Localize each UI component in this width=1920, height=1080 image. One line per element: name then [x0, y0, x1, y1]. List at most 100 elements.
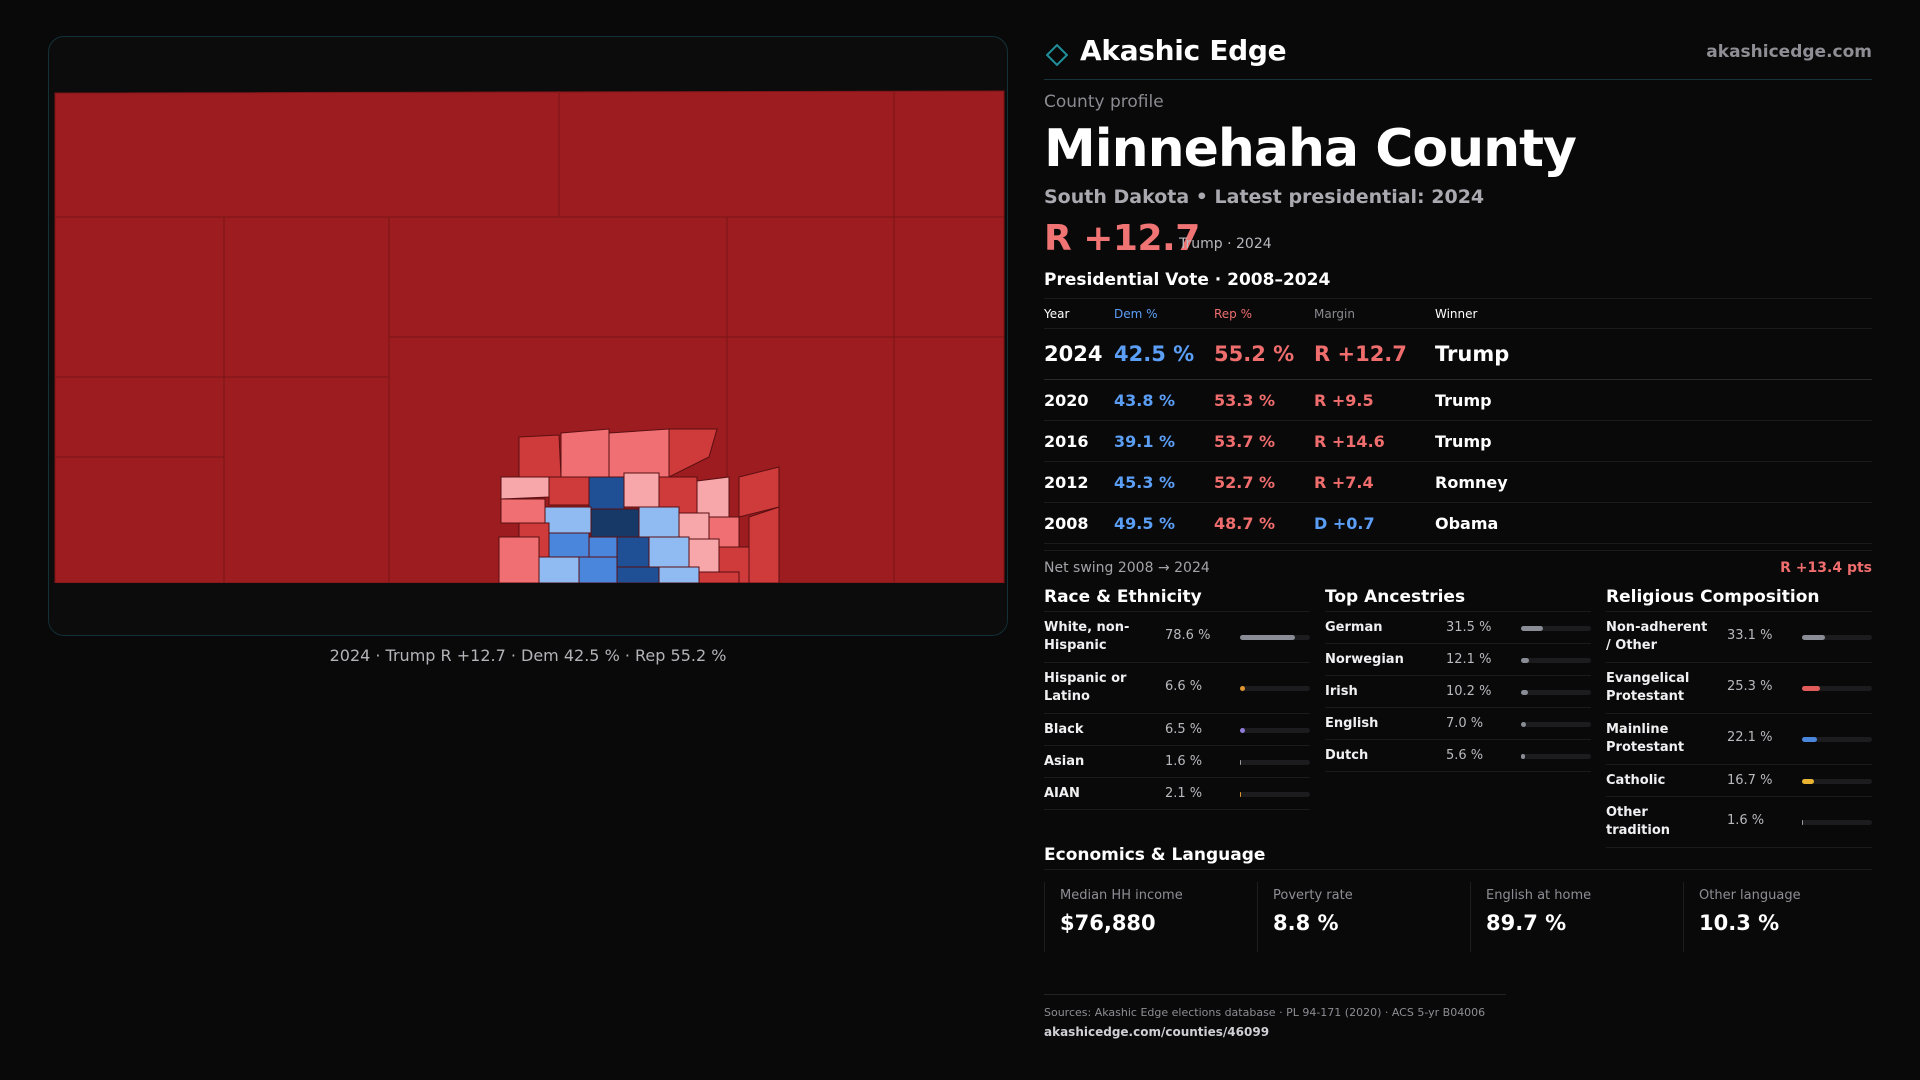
economics-stat-label: English at home — [1486, 888, 1592, 903]
precinct-shape[interactable] — [738, 466, 780, 518]
page-title: Minnehaha County — [1044, 119, 1577, 179]
footer-url-link[interactable]: akashicedge.com/counties/46099 — [1044, 1025, 1270, 1039]
precinct-map[interactable] — [48, 36, 1008, 636]
precinct-shape[interactable] — [500, 476, 550, 500]
religion-bar-track — [1802, 686, 1872, 691]
race-label: White, non-Hispanic — [1044, 620, 1130, 653]
ancestry-value: 5.6 % — [1446, 748, 1484, 763]
precinct-shape[interactable] — [623, 472, 660, 508]
religion-label: Evangelical Protestant — [1606, 671, 1690, 704]
religion-row: Evangelical Protestant 25.3 % — [1606, 663, 1872, 714]
economics-section-title: Economics & Language — [1044, 840, 1872, 870]
race-bar-fill — [1240, 686, 1245, 691]
religion-row: Other tradition 1.6 % — [1606, 797, 1872, 848]
economics-stat-value: $76,880 — [1060, 911, 1156, 935]
brand-url-link[interactable]: akashicedge.com — [1706, 42, 1872, 62]
precinct-shape[interactable] — [668, 428, 718, 478]
precinct-shape[interactable] — [578, 556, 618, 584]
religion-bar-track — [1802, 779, 1872, 784]
race-bar-fill — [1240, 635, 1296, 640]
net-swing-label: Net swing 2008 → 2024 — [1044, 560, 1210, 576]
precinct-shape[interactable] — [518, 434, 562, 478]
precinct-shape[interactable] — [500, 498, 546, 524]
net-swing-row: Net swing 2008 → 2024 R +13.4 pts — [1044, 550, 1872, 580]
net-swing-value: R +13.4 pts — [1780, 560, 1872, 576]
ancestry-bar-fill — [1521, 722, 1526, 727]
precinct-shape[interactable] — [588, 476, 625, 510]
vote-section-title: Presidential Vote · 2008–2024 — [1044, 270, 1331, 290]
precinct-shape[interactable] — [648, 536, 690, 568]
precinct-shape[interactable] — [548, 532, 590, 558]
rep-share-cell: 55.2 % — [1214, 328, 1314, 380]
religion-bar-track — [1802, 820, 1872, 825]
economics-stat-value: 8.8 % — [1273, 911, 1339, 935]
precinct-shape[interactable] — [544, 506, 592, 534]
year-cell: 2008 — [1044, 502, 1114, 544]
economics-stat: Median HH income $76,880 — [1044, 882, 1244, 952]
precinct-shape[interactable] — [698, 571, 740, 584]
precinct-shape[interactable] — [560, 428, 610, 478]
precinct-shape[interactable] — [498, 536, 540, 584]
margin-cell: D +0.7 — [1314, 502, 1435, 544]
county-profile-panel: Akashic Edge akashicedge.com County prof… — [1044, 30, 1872, 972]
ancestry-row: German 31.5 % — [1325, 612, 1591, 644]
vote-row-2020: 2020 43.8 % 53.3 % R +9.5 Trump — [1044, 379, 1872, 421]
religion-section-title: Religious Composition — [1606, 582, 1872, 612]
ancestry-bar-fill — [1521, 690, 1528, 695]
margin-cell: R +9.5 — [1314, 379, 1435, 421]
race-row: AIAN 2.1 % — [1044, 778, 1310, 810]
economics-stat-label: Other language — [1699, 888, 1801, 903]
map-bottom-band — [49, 583, 1007, 635]
economics-stat: Poverty rate 8.8 % — [1257, 882, 1457, 952]
religion-bar-track — [1802, 737, 1872, 742]
diamond-logo-icon — [1046, 44, 1068, 66]
map-caption: 2024 · Trump R +12.7 · Dem 42.5 % · Rep … — [329, 646, 727, 665]
margin-cell: R +7.4 — [1314, 461, 1435, 503]
race-bar-fill — [1240, 760, 1242, 765]
religion-value: 16.7 % — [1727, 773, 1773, 788]
dem-share-cell: 42.5 % — [1114, 328, 1214, 380]
religion-value: 33.1 % — [1727, 628, 1773, 643]
religion-bar-track — [1802, 635, 1872, 640]
precinct-shape[interactable] — [658, 566, 700, 584]
vote-row-2024: 2024 42.5 % 55.2 % R +12.7 Trump — [1044, 328, 1872, 380]
ancestry-block: Top Ancestries German 31.5 % Norwegian 12.1… — [1325, 582, 1591, 772]
race-row: White, non-Hispanic 78.6 % — [1044, 612, 1310, 663]
precinct-shape[interactable] — [748, 506, 780, 584]
ancestry-label: German — [1325, 620, 1383, 635]
race-bar-track — [1240, 635, 1310, 640]
ancestry-row: Norwegian 12.1 % — [1325, 644, 1591, 676]
economics-stat: Other language 10.3 % — [1683, 882, 1883, 952]
ancestry-label: Norwegian — [1325, 652, 1404, 667]
precinct-shape[interactable] — [548, 476, 590, 506]
precinct-shape[interactable] — [696, 476, 730, 518]
precinct-shape[interactable] — [616, 536, 650, 568]
religion-value: 1.6 % — [1727, 813, 1765, 828]
ancestry-bar-track — [1521, 658, 1591, 663]
precinct-map-svg — [49, 90, 1007, 635]
precinct-shape[interactable] — [638, 506, 680, 538]
precinct-shape[interactable] — [678, 512, 710, 540]
race-row: Asian 1.6 % — [1044, 746, 1310, 778]
precinct-shape[interactable] — [590, 508, 640, 538]
precinct-shape[interactable] — [616, 566, 660, 584]
ancestry-value: 10.2 % — [1446, 684, 1492, 699]
winner-cell: Trump — [1435, 420, 1872, 462]
dem-share-cell: 39.1 % — [1114, 420, 1214, 462]
headline-result: R +12.7 Trump · 2024 — [1044, 218, 1872, 262]
precinct-shape[interactable] — [608, 428, 670, 478]
precinct-shape[interactable] — [588, 536, 618, 558]
race-value: 1.6 % — [1165, 754, 1203, 769]
precinct-shape[interactable] — [538, 556, 580, 584]
ancestry-value: 12.1 % — [1446, 652, 1492, 667]
brand-name: Akashic Edge — [1080, 34, 1287, 67]
ancestry-bar-fill — [1521, 754, 1526, 759]
race-bar-track — [1240, 728, 1310, 733]
race-ethnicity-block: Race & Ethnicity White, non-Hispanic 78.6… — [1044, 582, 1310, 810]
economics-stat-value: 89.7 % — [1486, 911, 1567, 935]
headline-note: Trump · 2024 — [1179, 236, 1272, 252]
year-cell: 2024 — [1044, 328, 1114, 380]
rep-share-cell: 48.7 % — [1214, 502, 1314, 544]
race-bar-track — [1240, 760, 1310, 765]
ancestry-row: Irish 10.2 % — [1325, 676, 1591, 708]
